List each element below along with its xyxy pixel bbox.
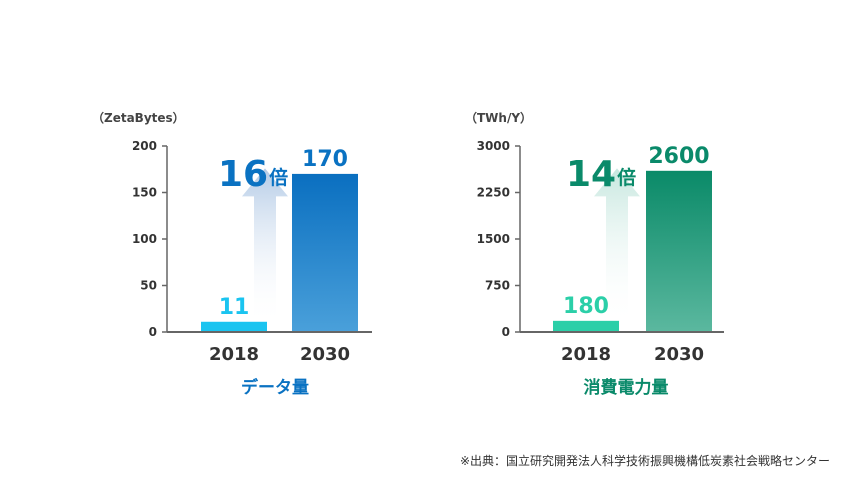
chart2-category-label-2030: 2030 [654, 344, 704, 365]
source-note: ※出典：国立研究開発法人科学技術振興機構低炭素社会戦略センター [459, 454, 830, 468]
chart1-ytick-label: 100 [132, 232, 157, 246]
chart2-unit-label: （TWh/Y） [465, 110, 532, 125]
chart1-unit-label: （ZetaBytes） [92, 110, 185, 125]
chart2-bar-2030 [646, 170, 712, 332]
chart2-ytick-label: 2250 [477, 186, 510, 200]
chart2-ytick-label: 3000 [477, 139, 510, 153]
chart1-category-label-2030: 2030 [300, 344, 350, 365]
chart2-ytick-label: 1500 [477, 232, 510, 246]
chart2-data-label-2018: 180 [563, 294, 609, 319]
chart2-caption: 消費電力量 [584, 377, 669, 398]
chart2-category-label-2018: 2018 [561, 344, 611, 365]
chart2-ytick-label: 750 [485, 279, 510, 293]
chart1-bar-2018 [201, 321, 267, 332]
chart1-multiplier-suffix: 倍 [269, 166, 288, 189]
chart2-ytick-label: 0 [502, 325, 510, 339]
chart1-data-label-2030: 170 [302, 147, 348, 172]
chart1-ytick-label: 150 [132, 186, 157, 200]
chart1-ytick-label: 50 [140, 279, 157, 293]
chart2-growth-arrow [594, 168, 640, 326]
chart1-multiplier-number: 16 [218, 154, 268, 195]
chart2-bar-2018 [553, 320, 619, 332]
chart2-multiplier-number: 14 [566, 154, 616, 195]
chart1-category-label-2018: 2018 [209, 344, 259, 365]
chart2-data-label-2030: 2600 [648, 144, 709, 169]
chart1-ytick-label: 200 [132, 139, 157, 153]
chart2-multiplier-suffix: 倍 [617, 166, 636, 189]
chart1-data-label-2018: 11 [219, 295, 250, 320]
chart1-ytick-label: 0 [149, 325, 157, 339]
chart1-caption: データ量 [241, 377, 309, 398]
chart1-growth-arrow [242, 168, 288, 326]
chart1-bar-2030 [292, 173, 358, 332]
